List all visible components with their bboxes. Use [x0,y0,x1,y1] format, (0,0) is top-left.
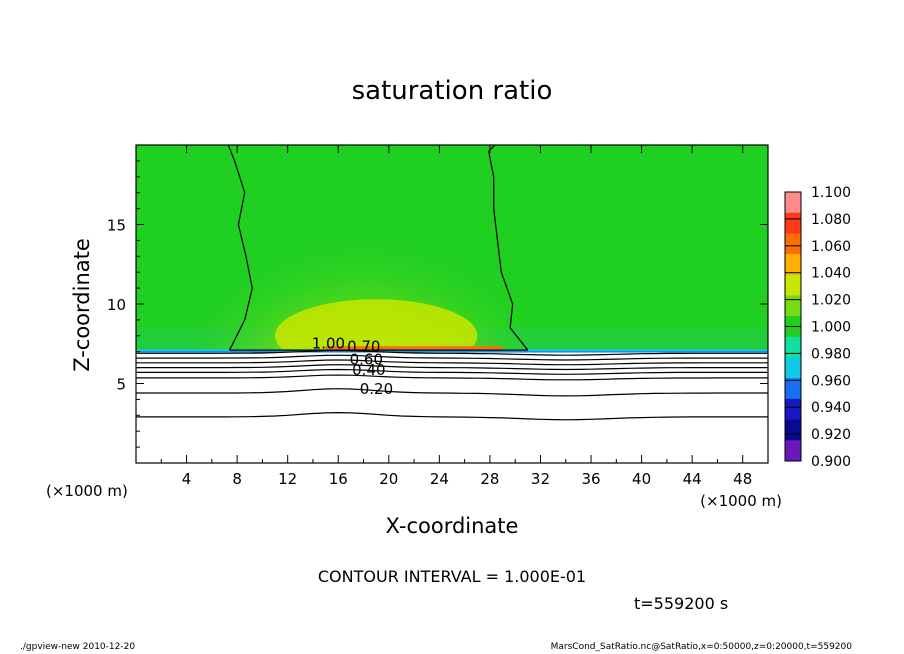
colorbar-swatch [785,357,801,379]
contour-line [136,349,768,356]
x-tick-label: 44 [683,470,702,488]
colorbar-label: 0.980 [811,346,851,362]
colorbar-label: 1.060 [811,239,851,255]
colorbar-swatch [785,192,801,214]
field-undersaturated [136,352,768,463]
time-label: t=559200 s [634,594,729,613]
colorbar-label: 1.040 [811,266,851,282]
x-tick-label: 8 [232,470,242,488]
footer-right: MarsCond_SatRatio.nc@SatRatio,x=0:50000,… [550,642,852,652]
contour-line [136,364,768,371]
contour-line [136,411,768,421]
contour-line [136,388,768,397]
x-tick-label: 4 [182,470,192,488]
contour-line [136,368,768,375]
colorbar-label: 0.940 [811,400,851,416]
colorbar-swatch [785,274,801,296]
x-tick-label: 28 [480,470,499,488]
contour-line [227,145,253,351]
colorbar-swatch [785,233,801,255]
chart-title: saturation ratio [351,76,553,106]
colorbar-swatch [785,419,801,441]
colorbar-swatch [785,336,801,359]
colorbar-swatch [785,254,801,276]
x-tick-label: 48 [733,470,752,488]
contour-label: 0.40 [352,361,385,379]
colorbar-label: 1.020 [811,293,851,309]
contour-label: 0.70 [347,338,380,356]
contour-line [488,145,529,351]
y-axis-label: Z-coordinate [70,238,94,372]
x-tick-label: 36 [581,470,600,488]
y-tick-label: 10 [107,296,126,314]
contour-line [136,354,768,361]
contour-label: 1.00 [312,335,345,353]
footer-left: ./gpview-new 2010-12-20 [20,642,136,652]
x-unit-left: (×1000 m) [46,482,128,500]
colorbar-label: 0.960 [811,373,851,389]
contour-interval-label: CONTOUR INTERVAL = 1.000E-01 [317,567,587,586]
colorbar-label: 0.900 [811,454,851,470]
x-tick-label: 20 [379,470,398,488]
contour-line [136,374,768,381]
colorbar-swatch [785,212,801,234]
colorbar-label: 1.080 [811,212,851,228]
colorbar-swatch [785,378,801,400]
x-tick-label: 40 [632,470,651,488]
field-max-band [325,346,503,352]
x-tick-label: 24 [430,470,449,488]
colorbar-swatch [785,295,801,317]
x-tick-label: 12 [278,470,297,488]
x-tick-label: 16 [329,470,348,488]
contour-label: 0.60 [350,350,383,368]
colorbar-label: 0.920 [811,427,851,443]
colorbar-swatch [785,440,801,462]
contour-line [136,359,768,366]
colorbar-swatch [785,398,801,421]
x-unit-right: (×1000 m) [700,492,782,510]
x-tick-label: 32 [531,470,550,488]
contour-label: 0.20 [360,380,393,398]
colorbar-label: 1.000 [811,320,851,336]
y-tick-label: 15 [107,217,126,235]
colorbar-label: 1.100 [811,185,851,201]
x-axis-label: X-coordinate [385,514,519,538]
field-interface-blue [136,350,768,354]
y-tick-label: 5 [116,376,126,394]
